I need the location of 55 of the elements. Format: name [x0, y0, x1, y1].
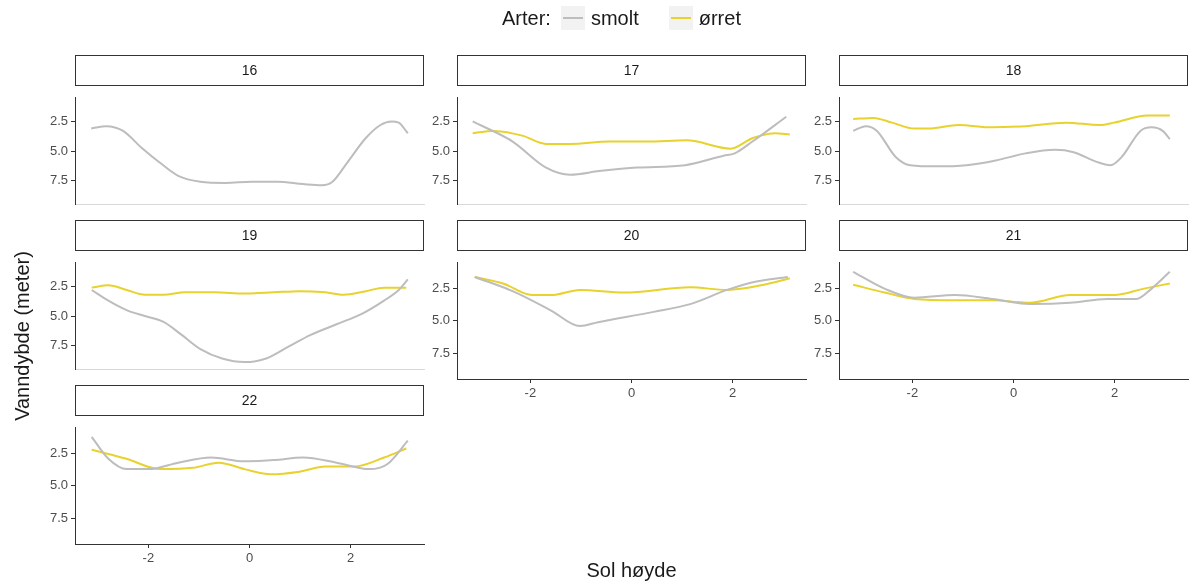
x-tick-label: -2: [142, 550, 155, 566]
line-series: [90, 435, 409, 471]
y-tick-label: 2.5: [431, 113, 450, 129]
x-tick-label: -2: [524, 385, 537, 401]
x-tick-label: 2: [347, 550, 355, 566]
y-tick-label: 2.5: [49, 445, 68, 461]
y-tick-label: 5.0: [431, 142, 450, 158]
y-axis-title: Vanndybde (meter): [10, 250, 34, 421]
y-tick-label: 2.5: [431, 280, 450, 296]
line-series: [473, 276, 791, 297]
y-tick-label: 2.5: [49, 278, 68, 294]
x-tick-label: 0: [1009, 385, 1018, 401]
x-tick-label: 2: [729, 385, 737, 401]
chart-title: 21: [839, 220, 1188, 251]
y-tick-label: 7.5: [813, 172, 832, 188]
chart-title: 18: [839, 55, 1188, 86]
y-tick-label: 2.5: [813, 113, 832, 129]
legend-label: ørret: [698, 6, 741, 30]
y-tick-label: 7.5: [813, 344, 832, 360]
y-tick-label: 5.0: [49, 307, 68, 323]
y-tick-label: 7.5: [49, 509, 68, 525]
y-tick-label: 7.5: [431, 172, 450, 188]
y-tick-label: 2.5: [49, 113, 68, 129]
chart-title: 16: [75, 55, 424, 86]
y-tick-label: 2.5: [813, 280, 832, 296]
chart-title: 22: [75, 385, 424, 416]
legend-title: Arter:: [502, 6, 551, 30]
line-series: [473, 276, 789, 328]
x-axis-title: Sol høyde: [586, 558, 677, 582]
y-tick-label: 7.5: [431, 344, 450, 360]
x-tick-label: -2: [906, 385, 919, 401]
chart-title: 17: [457, 55, 806, 86]
legend-label: smolt: [590, 6, 639, 30]
y-tick-label: 5.0: [431, 312, 450, 328]
y-tick-label: 5.0: [49, 142, 68, 158]
y-tick-label: 7.5: [49, 172, 68, 188]
x-tick-label: 0: [627, 385, 636, 401]
x-tick-label: 2: [1111, 385, 1119, 401]
x-tick-label: 0: [245, 550, 254, 566]
line-series: [90, 284, 408, 296]
line-series: [90, 278, 409, 364]
chart-title: 20: [457, 220, 806, 251]
line-series: [471, 115, 788, 176]
y-tick-label: 5.0: [49, 477, 68, 493]
line-series: [90, 447, 408, 476]
line-series: [90, 120, 409, 187]
line-series: [852, 125, 1171, 168]
line-series: [852, 114, 1171, 130]
line-series: [852, 270, 1171, 306]
chart-title: 19: [75, 220, 424, 251]
line-series: [852, 282, 1171, 304]
y-tick-label: 7.5: [49, 337, 68, 353]
y-tick-label: 5.0: [813, 312, 832, 328]
line-series: [471, 129, 791, 150]
y-tick-label: 5.0: [813, 142, 832, 158]
